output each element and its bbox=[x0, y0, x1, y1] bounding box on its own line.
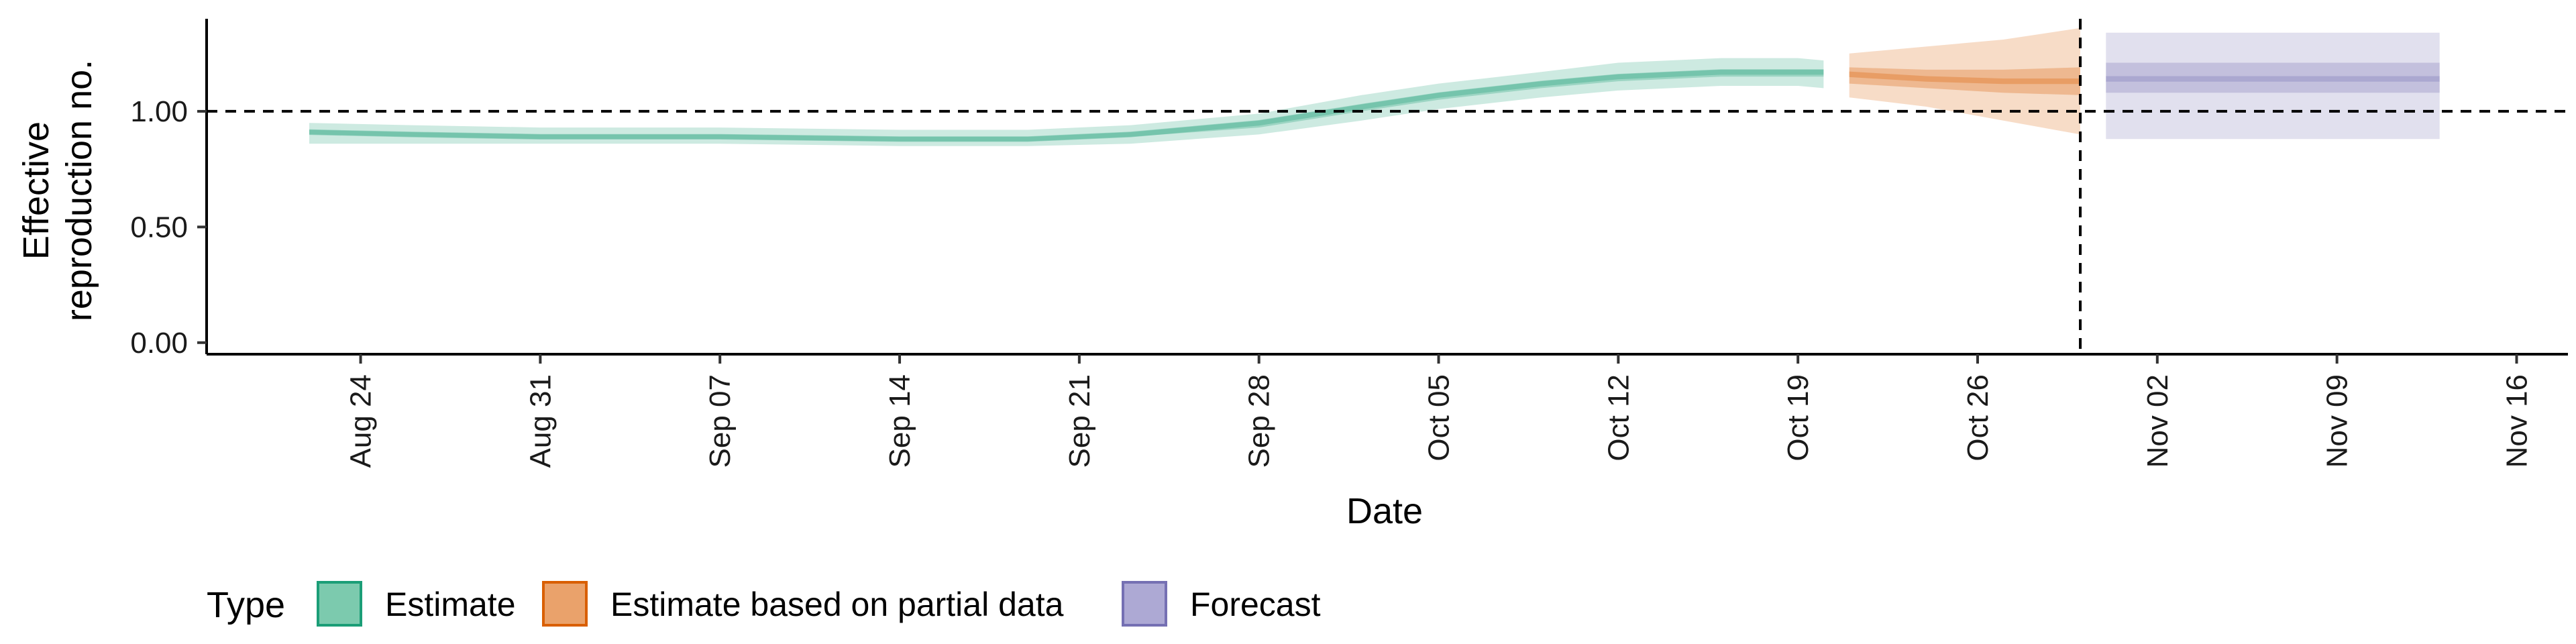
x-tick-label: Sep 07 bbox=[704, 374, 737, 468]
x-tick-label: Oct 12 bbox=[1602, 374, 1635, 462]
band-90-estimate bbox=[309, 58, 1824, 146]
x-tick-label: Oct 26 bbox=[1962, 374, 1994, 462]
x-tick-label: Sep 14 bbox=[883, 374, 916, 468]
axes: 0.00 0.50 1.00 Aug 24 Aug 31 Sep 07 Sep 14 Sep … bbox=[130, 19, 2568, 468]
x-tick-label: Nov 09 bbox=[2321, 374, 2354, 468]
chart-bands bbox=[309, 28, 2440, 146]
y-tick-label: 1.00 bbox=[130, 95, 188, 128]
legend-title: Type bbox=[207, 585, 285, 625]
y-tick-label: 0.00 bbox=[130, 327, 188, 360]
band-50-forecast bbox=[2106, 62, 2440, 93]
x-tick-label: Oct 05 bbox=[1423, 374, 1456, 462]
legend-label: Estimate bbox=[385, 586, 516, 623]
band-median-estimate-based-on-partial-data bbox=[1849, 71, 2080, 85]
band-50-estimate-based-on-partial-data bbox=[1849, 67, 2080, 95]
x-tick-label: Sep 21 bbox=[1063, 374, 1096, 468]
x-tick-label: Nov 02 bbox=[2141, 374, 2174, 468]
legend-key bbox=[542, 581, 588, 627]
y-axis-title: Effective reproduction no. bbox=[16, 60, 99, 321]
x-tick-label: Sep 28 bbox=[1243, 374, 1276, 468]
band-50-estimate bbox=[309, 69, 1824, 142]
y-axis-title-line: reproduction no. bbox=[59, 60, 99, 321]
x-tick-label: Aug 31 bbox=[524, 374, 557, 468]
x-tick-label: Oct 19 bbox=[1782, 374, 1815, 462]
x-tick-label: Nov 16 bbox=[2500, 374, 2533, 468]
band-median-estimate bbox=[309, 69, 1824, 142]
legend-key bbox=[1122, 581, 1167, 627]
legend-label: Estimate based on partial data bbox=[610, 586, 1064, 623]
legend-key bbox=[317, 581, 362, 627]
x-tick-label: Aug 24 bbox=[345, 374, 378, 468]
x-axis-title: Date bbox=[1346, 491, 1423, 531]
legend: Type Estimate Estimate based on partial da… bbox=[207, 581, 1321, 627]
band-median-forecast bbox=[2106, 76, 2440, 82]
band-90-estimate-based-on-partial-data bbox=[1849, 28, 2080, 135]
y-tick-label: 0.50 bbox=[130, 211, 188, 244]
y-axis-title-line: Effective bbox=[16, 121, 56, 260]
legend-label: Forecast bbox=[1190, 586, 1321, 623]
